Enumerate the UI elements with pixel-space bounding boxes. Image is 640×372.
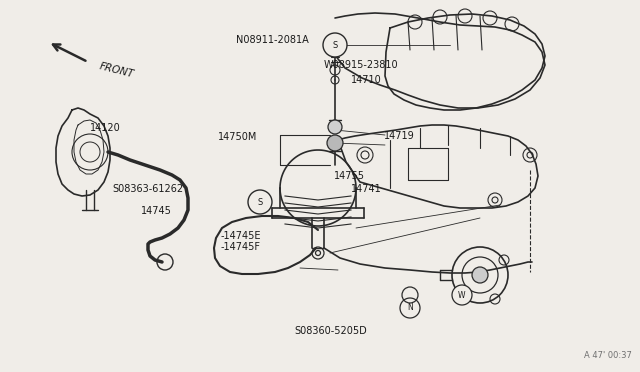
Text: 14745: 14745 bbox=[141, 206, 172, 216]
Text: 14750M: 14750M bbox=[218, 132, 257, 142]
Text: N: N bbox=[407, 304, 413, 312]
Circle shape bbox=[327, 135, 343, 151]
Text: W: W bbox=[458, 291, 466, 299]
Circle shape bbox=[452, 285, 472, 305]
Text: S08363-61262: S08363-61262 bbox=[112, 184, 183, 194]
Text: 14755: 14755 bbox=[334, 171, 365, 180]
Circle shape bbox=[400, 298, 420, 318]
Circle shape bbox=[328, 120, 342, 134]
Circle shape bbox=[323, 33, 347, 57]
Text: 14120: 14120 bbox=[90, 124, 120, 133]
Text: 14710: 14710 bbox=[351, 75, 381, 85]
Text: W08915-23810: W08915-23810 bbox=[323, 60, 398, 70]
Text: FRONT: FRONT bbox=[98, 61, 135, 79]
Text: A 47' 00:37: A 47' 00:37 bbox=[584, 351, 632, 360]
Text: -14745E: -14745E bbox=[221, 231, 261, 241]
Text: S: S bbox=[332, 41, 338, 49]
Circle shape bbox=[472, 267, 488, 283]
Text: S: S bbox=[257, 198, 262, 206]
Text: -14745F: -14745F bbox=[221, 243, 261, 252]
Circle shape bbox=[248, 190, 272, 214]
Text: S08360-5205D: S08360-5205D bbox=[294, 326, 367, 336]
Text: 14741: 14741 bbox=[351, 184, 381, 194]
Text: N08911-2081A: N08911-2081A bbox=[236, 35, 308, 45]
Text: 14719: 14719 bbox=[384, 131, 415, 141]
